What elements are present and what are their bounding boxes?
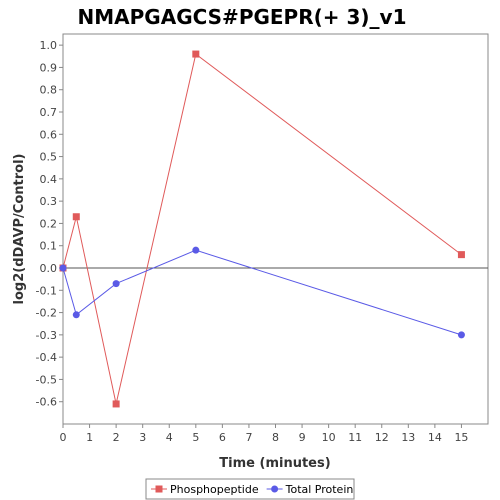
y-tick-label: -0.6	[36, 396, 57, 409]
data-point	[457, 331, 465, 339]
x-tick-label: 6	[219, 431, 226, 444]
y-tick-label: 0.6	[40, 128, 58, 141]
series-total-protein	[59, 246, 465, 339]
data-point	[72, 213, 80, 221]
legend: Phosphopeptide Total Protein	[145, 478, 355, 500]
data-point	[112, 280, 120, 288]
plot-area	[62, 33, 489, 425]
data-point	[457, 251, 465, 259]
y-tick-label: -0.1	[36, 284, 57, 297]
x-axis: 0 1 2 3 4 5 6 7 8 9 10 11 12 13 14 15	[60, 424, 468, 444]
x-tick-label: 7	[245, 431, 252, 444]
y-tick-label: 0.3	[40, 195, 58, 208]
y-tick-label: 0.9	[40, 61, 58, 74]
x-tick-label: 3	[139, 431, 146, 444]
x-axis-label: Time (minutes)	[219, 456, 330, 471]
x-tick-label: 2	[113, 431, 120, 444]
y-tick-label: 0.2	[40, 217, 58, 230]
x-tick-label: 13	[401, 431, 415, 444]
legend-item: Phosphopeptide	[151, 483, 259, 496]
x-tick-label: 0	[60, 431, 67, 444]
x-tick-label: 8	[272, 431, 279, 444]
y-tick-label: 1.0	[40, 39, 58, 52]
x-tick-label: 12	[375, 431, 389, 444]
y-tick-label: 0.8	[40, 84, 58, 97]
legend-marker	[155, 485, 163, 493]
y-tick-label: 0.5	[40, 151, 58, 164]
legend-label: Total Protein	[285, 483, 354, 496]
x-tick-label: 1	[86, 431, 93, 444]
y-axis: 1.0 0.9 0.8 0.7 0.6 0.5 0.4 0.3 0.2 0.1 0.0 -0.1 -0.…	[36, 39, 63, 409]
data-point	[59, 264, 67, 272]
legend-box	[145, 478, 355, 500]
y-tick-label: -0.5	[36, 373, 57, 386]
y-tick-label: -0.3	[36, 329, 57, 342]
y-axis-label: log2(dDAVP/Control)	[12, 154, 27, 305]
legend-label: Phosphopeptide	[170, 483, 259, 496]
y-tick-label: -0.4	[36, 351, 57, 364]
y-tick-label: 0.4	[40, 173, 58, 186]
x-tick-label: 9	[299, 431, 306, 444]
chart-title: NMAPGAGCS#PGEPR(+ 3)_v1	[78, 5, 407, 29]
data-point	[192, 50, 200, 58]
data-point	[72, 311, 80, 319]
data-point	[192, 246, 200, 254]
y-tick-label: 0.1	[40, 240, 58, 253]
y-tick-label: 0.0	[40, 262, 58, 275]
x-tick-label: 11	[348, 431, 362, 444]
x-tick-label: 14	[428, 431, 442, 444]
x-tick-label: 4	[166, 431, 173, 444]
legend-marker	[271, 485, 279, 493]
data-point	[112, 400, 120, 408]
x-tick-label: 10	[322, 431, 336, 444]
x-tick-label: 15	[454, 431, 468, 444]
x-tick-label: 5	[192, 431, 199, 444]
y-tick-label: 0.7	[40, 106, 58, 119]
legend-item: Total Protein	[266, 483, 354, 496]
series-layer	[59, 50, 465, 408]
y-tick-label: -0.2	[36, 307, 57, 320]
